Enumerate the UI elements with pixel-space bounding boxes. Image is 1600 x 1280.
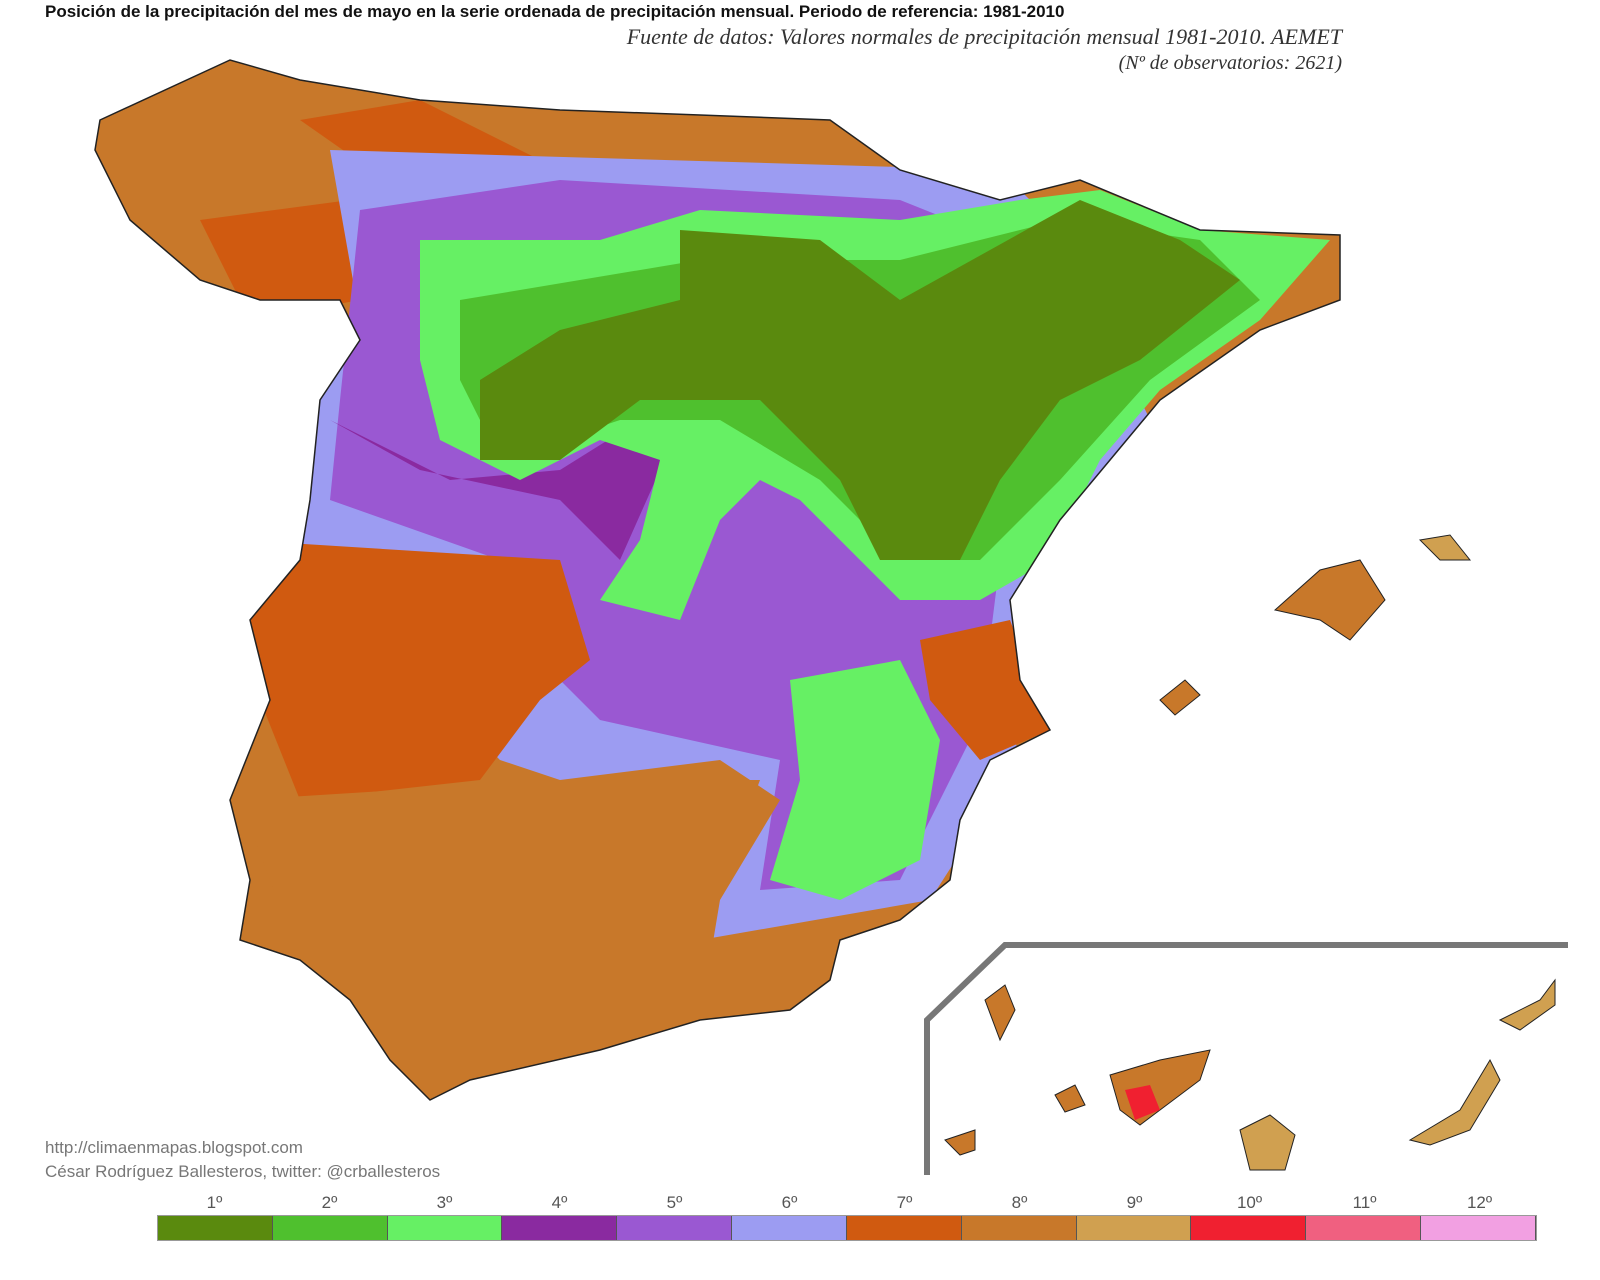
legend-swatch	[1421, 1216, 1536, 1240]
legend-swatch	[961, 1216, 1077, 1240]
legend-label: 2º	[321, 1193, 338, 1212]
blog-url: http://climaenmapas.blogspot.com	[45, 1138, 303, 1157]
legend-label: 8º	[1011, 1193, 1028, 1212]
legend-label: 12º	[1466, 1193, 1493, 1212]
legend-label: 1º	[206, 1193, 223, 1212]
legend-swatch	[158, 1216, 273, 1240]
menorca	[1418, 534, 1472, 561]
legend-swatch	[732, 1216, 847, 1240]
legend-swatch	[387, 1216, 503, 1240]
mallorca	[1273, 559, 1386, 641]
legend-label: 5º	[666, 1193, 683, 1212]
legend-label: 9º	[1126, 1193, 1143, 1212]
ibiza	[1159, 679, 1201, 716]
fuerteventura	[1408, 1058, 1501, 1146]
legend-swatch	[502, 1216, 618, 1240]
data-source: Fuente de datos: Valores normales de pre…	[626, 24, 1342, 49]
legend-label: 6º	[781, 1193, 798, 1212]
region-rank-7	[240, 540, 590, 800]
legend: 1º 2º 3º 4º 5º 6º 7º 8º 9º 10º 11º 12º	[157, 1193, 1537, 1241]
legend-swatch	[846, 1216, 962, 1240]
peninsula	[95, 60, 1340, 1100]
balearic-islands	[1159, 534, 1472, 716]
legend-label: 10º	[1236, 1193, 1263, 1212]
legend-label: 3º	[436, 1193, 453, 1212]
lanzarote	[1498, 978, 1556, 1031]
region-rank-3	[770, 660, 940, 900]
legend-label: 11º	[1352, 1193, 1377, 1212]
legend-swatch	[272, 1216, 388, 1240]
region-rank-4	[330, 420, 700, 560]
gran-canaria	[1239, 1114, 1296, 1171]
legend-swatch	[617, 1216, 733, 1240]
legend-label: 4º	[551, 1193, 568, 1212]
region-rank-7	[200, 200, 360, 320]
canary-inset-border	[924, 942, 1568, 1175]
map-title: Posición de la precipitación del mes de …	[45, 2, 1065, 21]
region-rank-1	[480, 200, 1240, 560]
legend-label: 7º	[896, 1193, 913, 1212]
region-rank-8	[240, 760, 780, 1100]
canary-islands	[944, 978, 1556, 1171]
coastline	[94, 59, 1341, 1101]
author-credit: César Rodríguez Ballesteros, twitter: @c…	[45, 1162, 441, 1181]
legend-swatch	[1306, 1216, 1422, 1240]
el-hierro	[944, 1129, 976, 1156]
la-gomera	[1054, 1084, 1086, 1113]
legend-swatch	[1191, 1216, 1307, 1240]
la-palma	[984, 984, 1016, 1042]
legend-swatch	[1076, 1216, 1192, 1240]
observatory-count: (Nº de observatorios: 2621)	[1118, 52, 1342, 74]
tenerife	[1109, 1049, 1211, 1126]
tenerife-rank-10-area	[1125, 1085, 1160, 1120]
